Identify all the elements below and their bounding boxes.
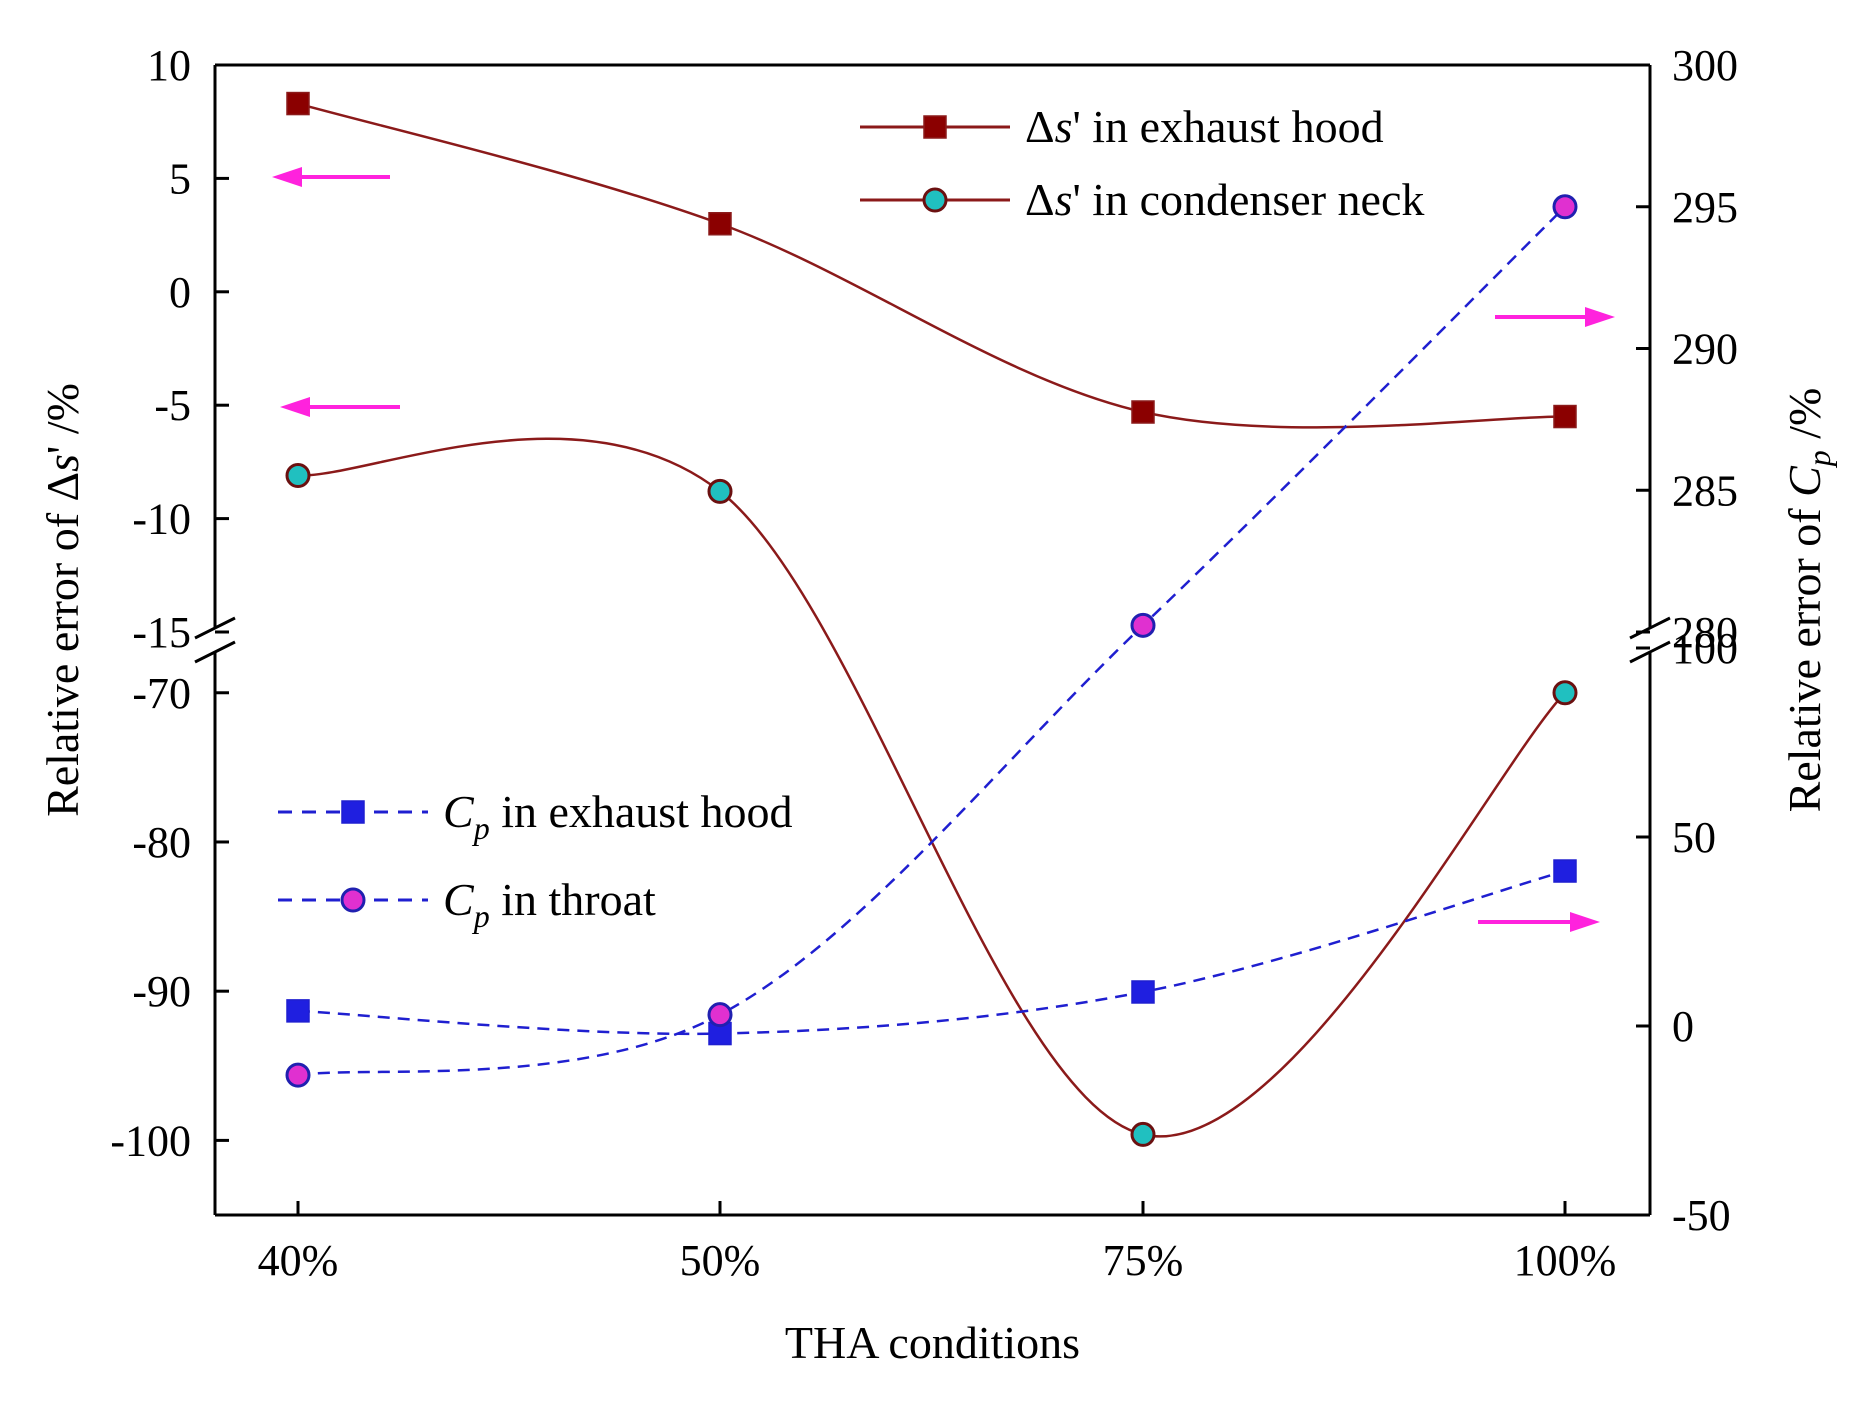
data-point bbox=[1131, 400, 1155, 424]
legend-marker bbox=[340, 887, 366, 913]
legend-entry: Δs' in condenser neck bbox=[860, 174, 1424, 225]
x-tick-label: 50% bbox=[680, 1236, 761, 1285]
left-tick-label: 10 bbox=[147, 41, 191, 90]
legend-marker bbox=[922, 187, 948, 213]
left-axis-break-mark bbox=[194, 640, 236, 664]
right-tick-label: 50 bbox=[1672, 813, 1716, 862]
legend-label: Cp in exhaust hood bbox=[443, 786, 792, 846]
series-line bbox=[297, 102, 1566, 429]
right-tick-label: 300 bbox=[1672, 41, 1738, 90]
data-point bbox=[1553, 859, 1577, 883]
right-tick-label: 290 bbox=[1672, 325, 1738, 374]
left-tick-label: 0 bbox=[169, 268, 191, 317]
data-point bbox=[286, 999, 310, 1023]
x-tick-label: 100% bbox=[1514, 1236, 1617, 1285]
series-4 bbox=[285, 194, 1578, 1088]
data-point bbox=[708, 212, 732, 236]
data-point bbox=[1131, 980, 1155, 1004]
legend-marker bbox=[341, 800, 365, 824]
data-point bbox=[1552, 194, 1578, 220]
right-tick-label: 0 bbox=[1672, 1002, 1694, 1051]
legend-entry: Δs' in exhaust hood bbox=[860, 101, 1384, 152]
data-point bbox=[1552, 680, 1578, 706]
left-tick-label: 5 bbox=[169, 154, 191, 203]
right-axis-break-mark bbox=[1629, 640, 1671, 664]
legend-entry: Cp in exhaust hood bbox=[278, 786, 792, 846]
series-line bbox=[297, 205, 1566, 1077]
legend-entry: Cp in throat bbox=[278, 874, 656, 934]
right-tick-label: 285 bbox=[1672, 466, 1738, 515]
left-tick-label: -90 bbox=[132, 967, 191, 1016]
legend-label: Δs' in condenser neck bbox=[1025, 174, 1424, 225]
x-tick-label: 75% bbox=[1103, 1236, 1184, 1285]
x-tick-label: 40% bbox=[258, 1236, 339, 1285]
right-tick-label: -50 bbox=[1672, 1191, 1731, 1240]
series-line bbox=[297, 437, 1566, 1138]
left-axis-title: Relative error of Δs' /% bbox=[37, 383, 88, 817]
data-point bbox=[1553, 404, 1577, 429]
series-1 bbox=[286, 91, 1577, 429]
right-tick-label: 295 bbox=[1672, 183, 1738, 232]
series-2 bbox=[285, 437, 1578, 1147]
left-tick-label: -70 bbox=[132, 669, 191, 718]
data-point bbox=[285, 463, 311, 489]
left-axis-arrow-head bbox=[272, 167, 302, 187]
right-tick-label: 280 bbox=[1672, 608, 1738, 657]
x-axis-title: THA conditions bbox=[785, 1317, 1080, 1368]
right-axis-arrow-head bbox=[1570, 912, 1600, 932]
ticks: 1050-5-10-15-70-80-90-100300295290285280… bbox=[110, 41, 1738, 1285]
plot-frame bbox=[194, 63, 1671, 1217]
series-line bbox=[297, 869, 1566, 1036]
data-point bbox=[285, 1062, 311, 1088]
legend-marker bbox=[923, 115, 947, 139]
left-tick-label: -15 bbox=[132, 608, 191, 657]
series-3 bbox=[286, 859, 1577, 1046]
legend-label: Cp in throat bbox=[443, 874, 656, 934]
left-axis-break-mark bbox=[194, 616, 236, 640]
left-axis-arrow-head bbox=[280, 397, 310, 417]
right-axis-title: Relative error of Cp /% bbox=[1779, 388, 1837, 813]
data-point bbox=[286, 91, 310, 116]
right-axis-arrow-head bbox=[1585, 307, 1615, 327]
left-tick-label: -100 bbox=[110, 1116, 191, 1165]
axis-direction-arrows bbox=[272, 167, 1615, 932]
data-point bbox=[707, 478, 733, 504]
data-point bbox=[707, 1002, 733, 1028]
left-tick-label: -80 bbox=[132, 818, 191, 867]
left-tick-label: -10 bbox=[132, 495, 191, 544]
legend-label: Δs' in exhaust hood bbox=[1025, 101, 1384, 152]
data-point bbox=[1130, 612, 1156, 638]
data-point bbox=[1130, 1121, 1156, 1147]
right-tick-label: 100 bbox=[1672, 624, 1738, 673]
right-axis-break-mark bbox=[1629, 616, 1671, 640]
left-tick-label: -5 bbox=[154, 381, 191, 430]
